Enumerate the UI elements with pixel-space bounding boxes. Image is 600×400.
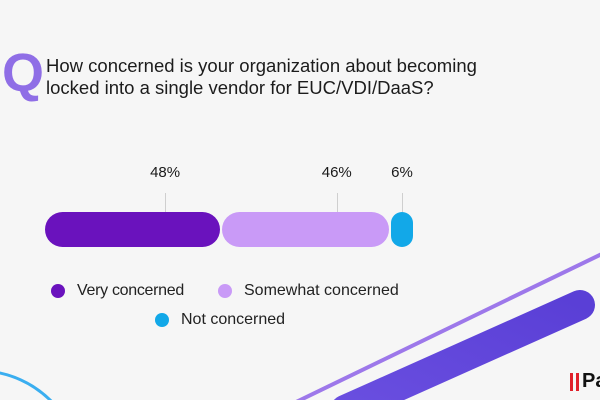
blue-arc [0,371,53,400]
question-line-2: locked into a single vendor for EUC/VDI/… [46,77,434,98]
thin-stripe [295,252,600,400]
legend-dot-icon [218,284,232,298]
legend-somewhat-concerned: Somewhat concerned [218,282,399,300]
logo-text: Pa [582,370,600,392]
leader-line [165,193,167,212]
brand-logo: Pa [570,370,600,393]
legend-dot-icon [155,313,169,327]
bar-segment-very [45,212,220,247]
legend-not-concerned: Not concerned [155,311,285,329]
legend-label: Not concerned [181,311,286,328]
leader-line [401,193,403,212]
question-title: How concerned is your organization about… [46,55,477,99]
legend-label: Very concerned [77,282,184,299]
question-line-1: How concerned is your organization about… [46,55,477,76]
data-label-very: 48% [150,164,181,181]
legend-label: Somewhat concerned [244,282,399,299]
leader-line [336,193,338,212]
bar-segment-somewhat [221,212,389,247]
thick-stripe [333,290,595,400]
question-mark-logo: Q [2,43,45,103]
legend-very-concerned: Very concerned [51,282,184,300]
legend-dot-icon [51,284,65,298]
data-label-somewhat: 46% [321,164,352,181]
data-label-not: 6% [391,164,413,181]
bar-segment-not [390,212,413,247]
